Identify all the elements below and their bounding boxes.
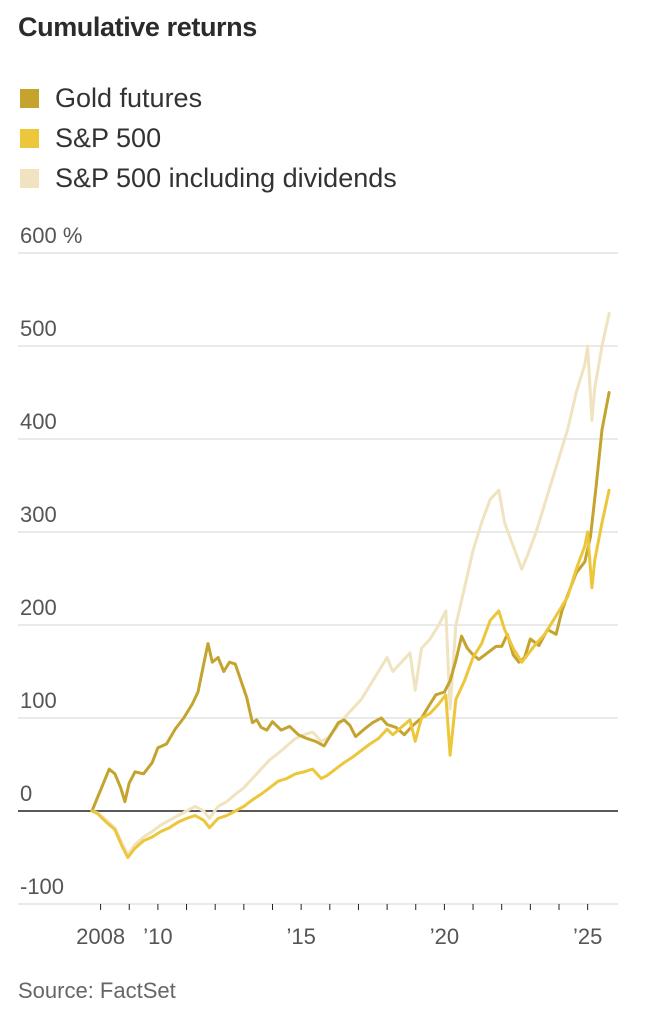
series-line-gold bbox=[90, 391, 611, 813]
legend-item-sp500: S&P 500 bbox=[20, 118, 397, 158]
x-tick-label: ’25 bbox=[573, 924, 602, 949]
legend-item-gold: Gold futures bbox=[20, 78, 397, 118]
source-note: Source: FactSet bbox=[18, 978, 176, 1003]
y-tick-label: 300 bbox=[20, 502, 57, 527]
y-tick-label: 500 bbox=[20, 316, 57, 341]
x-tick-label: 2008 bbox=[76, 924, 125, 949]
y-tick-label: 200 bbox=[20, 595, 57, 620]
legend-item-sp500-dividends: S&P 500 including dividends bbox=[20, 158, 397, 198]
legend-label-sp500-dividends: S&P 500 including dividends bbox=[55, 162, 397, 193]
legend-swatch-gold bbox=[20, 88, 39, 108]
legend: Gold futures S&P 500 S&P 500 including d… bbox=[20, 78, 397, 198]
y-tick-label: 600 % bbox=[20, 223, 82, 248]
y-tick-label: 400 bbox=[20, 409, 57, 434]
legend-label-sp500: S&P 500 bbox=[55, 122, 162, 153]
y-tick-label: 0 bbox=[20, 781, 32, 806]
legend-swatch-sp500-dividends bbox=[20, 168, 39, 188]
x-tick-label: ’20 bbox=[430, 924, 459, 949]
series-line-sp500-dividends bbox=[90, 312, 611, 857]
y-tick-label: 100 bbox=[20, 688, 57, 713]
chart-title: Cumulative returns bbox=[18, 12, 257, 42]
y-tick-label: -100 bbox=[20, 874, 64, 899]
series-line-sp500 bbox=[90, 488, 611, 859]
x-tick-label: ’10 bbox=[143, 924, 172, 949]
legend-label-gold: Gold futures bbox=[55, 82, 203, 113]
legend-swatch-sp500 bbox=[20, 128, 39, 148]
x-tick-label: ’15 bbox=[286, 924, 315, 949]
